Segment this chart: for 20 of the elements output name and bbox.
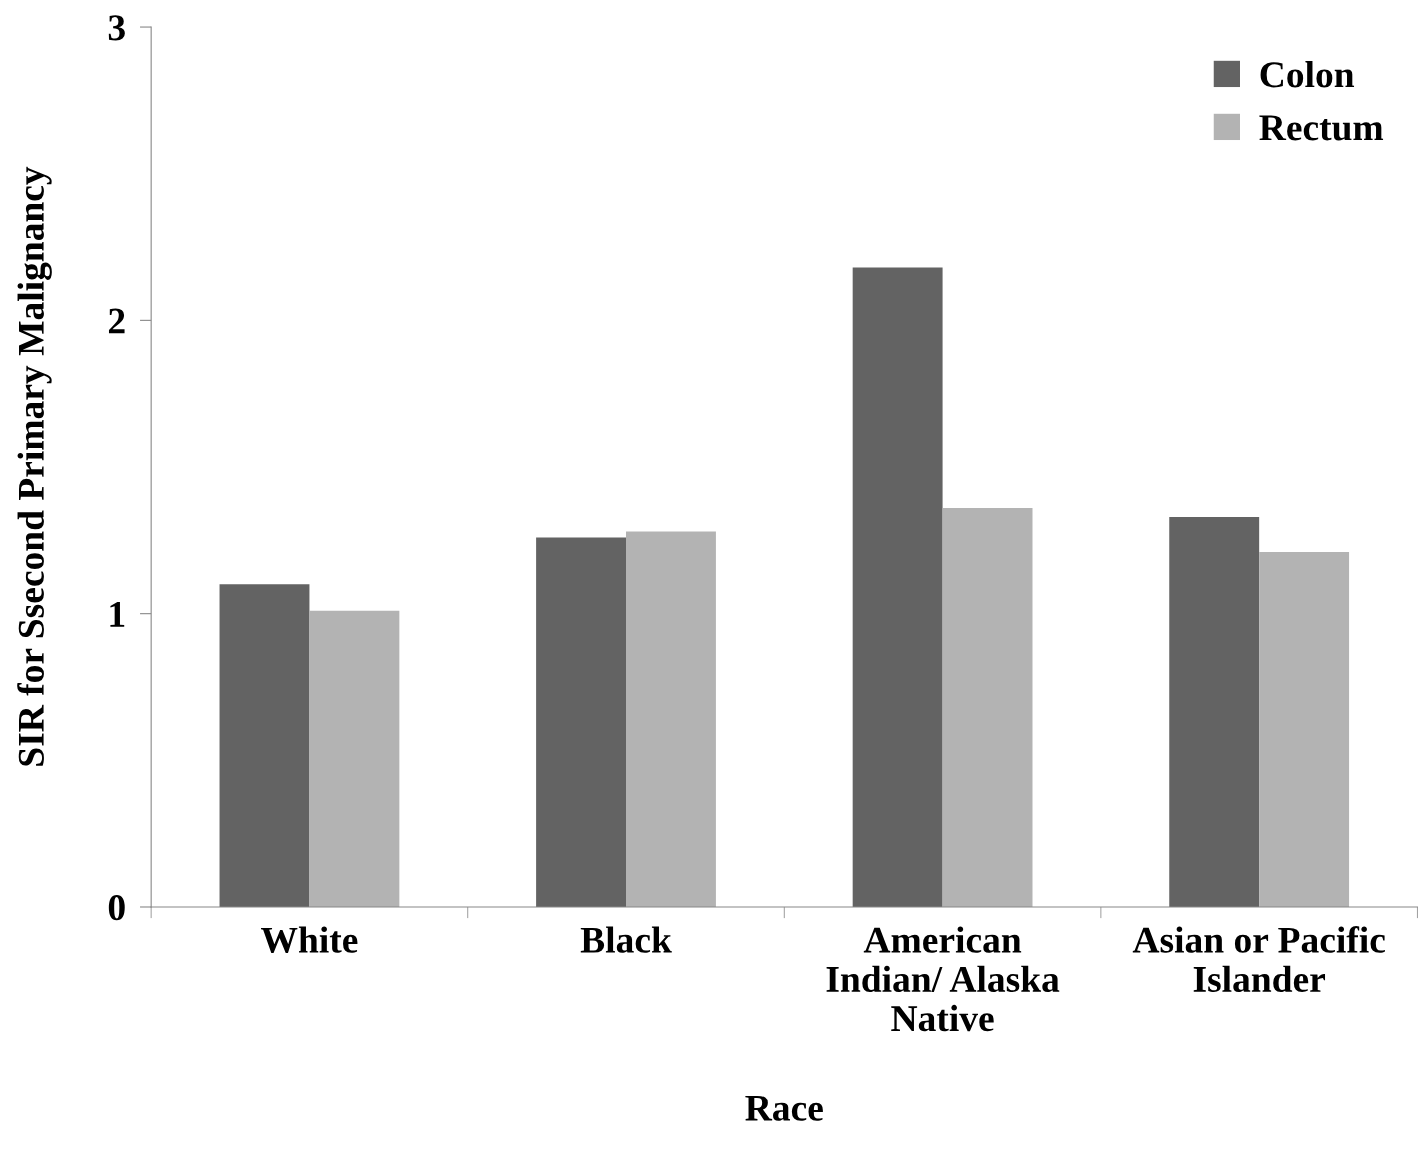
- bar: [626, 531, 716, 907]
- bar: [852, 267, 943, 907]
- x-tick-label: American Indian/ Alaska Native: [826, 926, 1060, 1032]
- y-tick-label: 0: [108, 895, 125, 921]
- bar: [309, 610, 400, 907]
- bar: [1259, 552, 1350, 907]
- x-axis-title: Race: [745, 1095, 823, 1121]
- y-tick-label: 3: [108, 15, 125, 41]
- bar: [1169, 516, 1260, 907]
- bar: [942, 508, 1033, 907]
- y-tick-label: 2: [108, 308, 125, 334]
- legend-label: Rectum: [1259, 115, 1384, 141]
- x-tick-label: White: [261, 926, 358, 954]
- bar: [219, 584, 310, 907]
- bar: [536, 537, 627, 907]
- y-axis-title: SIR for Ssecond Primary Malignancy: [17, 166, 52, 766]
- x-tick-label: Black: [580, 926, 672, 953]
- y-tick-label: 1: [110, 601, 125, 627]
- x-tick-label: Asian or Pacific Islander: [1132, 926, 1385, 993]
- legend-label: Colon: [1260, 61, 1355, 88]
